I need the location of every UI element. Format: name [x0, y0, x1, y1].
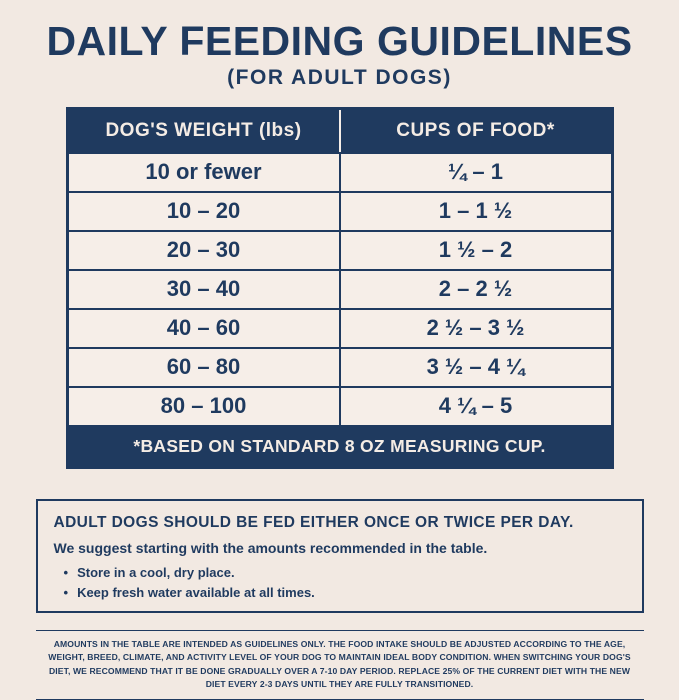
bullet-item: Store in a cool, dry place.	[64, 565, 626, 580]
fine-print: AMOUNTS IN THE TABLE ARE INTENDED AS GUI…	[48, 639, 631, 689]
weight-cell: 10 or fewer	[145, 159, 262, 185]
cups-cell: 1 ½ – 2	[338, 232, 611, 270]
table-footnote: *BASED ON STANDARD 8 OZ MEASURING CUP.	[68, 425, 611, 467]
fine-print-section: AMOUNTS IN THE TABLE ARE INTENDED AS GUI…	[35, 630, 644, 699]
table-header-cups: CUPS OF FOOD*	[338, 110, 611, 153]
weight-cell: 40 – 60	[166, 315, 241, 341]
page-title: DAILY FEEDING GUIDELINES	[46, 18, 633, 64]
page-subtitle: (FOR ADULT DOGS)	[227, 66, 452, 90]
weight-cell: 30 – 40	[166, 276, 241, 302]
table-row: 60 – 80 3 ½ – 4 ¼	[68, 347, 611, 387]
table-header-weight: DOG'S WEIGHT (lbs)	[105, 120, 302, 142]
table-row: 20 – 30 1 ½ – 2	[68, 230, 611, 270]
info-box: ADULT DOGS SHOULD BE FED EITHER ONCE OR …	[35, 499, 644, 614]
table-row: 80 – 100 4 ¼ – 5	[68, 386, 611, 426]
weight-cell: 60 – 80	[166, 354, 241, 380]
table-row: 10 or fewer ¼ – 1	[68, 152, 611, 192]
cups-cell: 2 ½ – 3 ½	[338, 310, 611, 348]
info-bullet-list: Store in a cool, dry place. Keep fresh w…	[54, 565, 626, 600]
info-heading: ADULT DOGS SHOULD BE FED EITHER ONCE OR …	[53, 514, 574, 532]
feeding-table: DOG'S WEIGHT (lbs) CUPS OF FOOD* 10 or f…	[65, 107, 614, 470]
cups-cell: 4 ¼ – 5	[338, 388, 611, 426]
bullet-item: Keep fresh water available at all times.	[64, 585, 626, 600]
weight-cell: 10 – 20	[166, 198, 241, 224]
info-subheading: We suggest starting with the amounts rec…	[53, 540, 488, 557]
cups-cell: ¼ – 1	[338, 154, 611, 192]
cups-cell: 1 – 1 ½	[338, 193, 611, 231]
weight-cell: 20 – 30	[166, 237, 241, 263]
cups-cell: 2 – 2 ½	[338, 271, 611, 309]
table-row: 40 – 60 2 ½ – 3 ½	[68, 308, 611, 348]
weight-cell: 80 – 100	[160, 393, 247, 419]
cups-cell: 3 ½ – 4 ¼	[338, 349, 611, 387]
table-header-row: DOG'S WEIGHT (lbs) CUPS OF FOOD*	[68, 110, 611, 153]
table-row: 10 – 20 1 – 1 ½	[68, 191, 611, 231]
table-row: 30 – 40 2 – 2 ½	[68, 269, 611, 309]
packaging-panel: DAILY FEEDING GUIDELINES (FOR ADULT DOGS…	[0, 0, 679, 679]
